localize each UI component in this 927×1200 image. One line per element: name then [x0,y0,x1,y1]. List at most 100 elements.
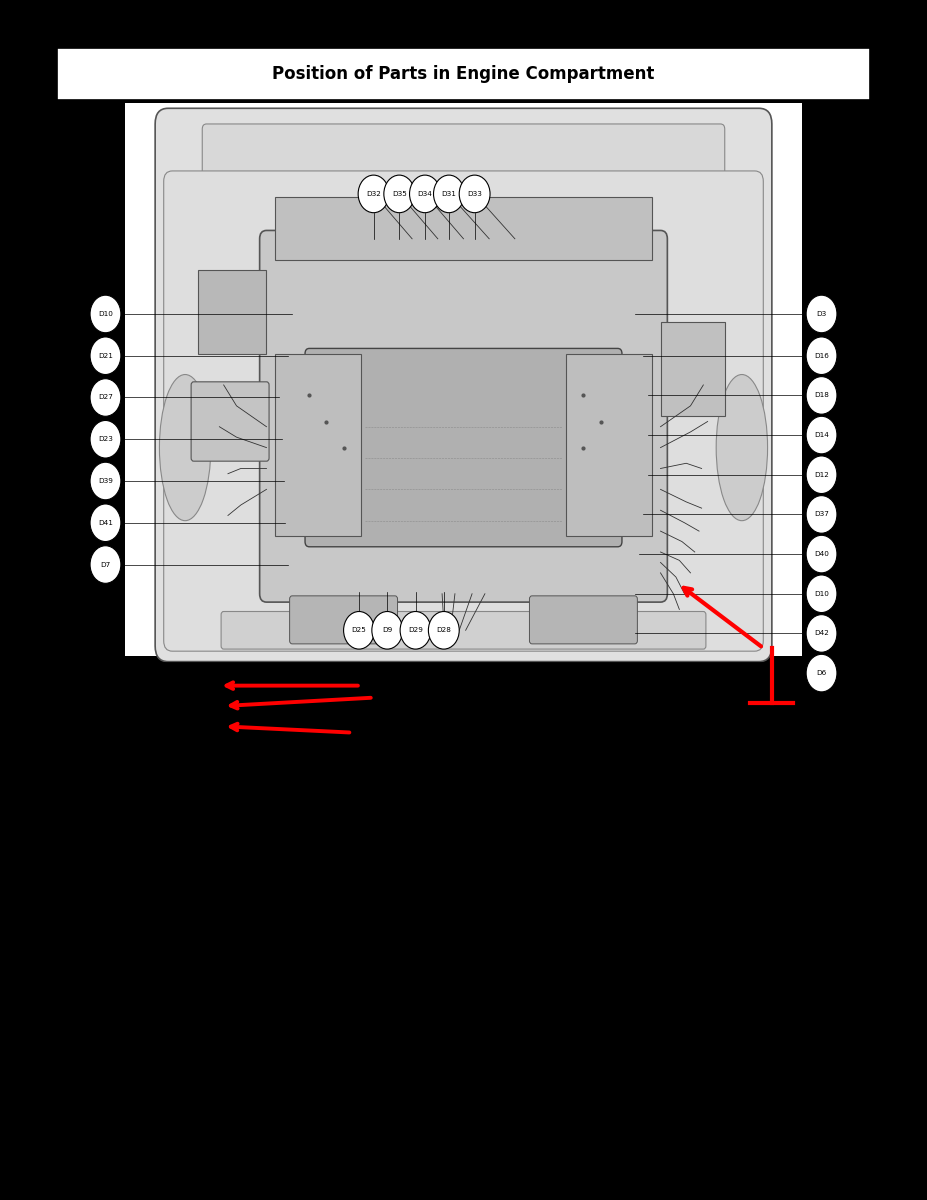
Text: D39: D39 [98,478,113,484]
Text: D42: D42 [814,630,829,636]
Text: Ignition Coil (No.5): Ignition Coil (No.5) [120,803,212,812]
Circle shape [806,456,837,493]
Text: D32: D32 [476,762,497,772]
Ellipse shape [159,374,210,521]
Text: Purge VSV: Purge VSV [524,721,576,731]
Text: D31: D31 [476,742,497,751]
Circle shape [434,175,464,212]
FancyBboxPatch shape [155,108,772,661]
Text: D34: D34 [476,803,497,812]
Bar [275,354,361,536]
Text: D27: D27 [476,680,497,691]
Text: D10: D10 [98,311,113,317]
Circle shape [384,175,414,212]
Text: Camshaft Timing Oil Control Valve (Bank 1): Camshaft Timing Oil Control Valve (Bank … [524,925,740,935]
Circle shape [806,416,837,454]
Text: Position of Parts in Engine Compartment: Position of Parts in Engine Compartment [273,65,654,83]
FancyBboxPatch shape [260,230,667,602]
Text: Air Fuel Ratio Sensor (Bank 1 Sensor 1): Air Fuel Ratio Sensor (Bank 1 Sensor 1) [524,782,719,792]
FancyBboxPatch shape [164,170,763,652]
Text: D10: D10 [814,590,829,596]
Text: D14: D14 [814,432,829,438]
Text: Ignition Coil (No.3): Ignition Coil (No.3) [120,782,212,792]
Text: D31: D31 [441,191,456,197]
Ellipse shape [717,374,768,521]
Text: Ignition Coil (No.6): Ignition Coil (No.6) [120,884,212,894]
Text: D  6: D 6 [61,701,83,710]
Circle shape [90,295,121,332]
Text: D12: D12 [814,472,829,478]
Text: D23: D23 [61,905,82,914]
Text: D32: D32 [366,191,381,197]
Text: D29: D29 [476,721,497,731]
Text: D19: D19 [61,864,82,874]
Text: Air Fuel Ratio Sensor (Bank 2 Sensor 1): Air Fuel Ratio Sensor (Bank 2 Sensor 1) [524,803,719,812]
Text: Throttle Position Sensor: Throttle Position Sensor [120,742,237,751]
Circle shape [372,612,402,649]
Text: D  3: D 3 [61,680,83,691]
FancyBboxPatch shape [305,348,622,547]
Text: Heated Oxygen Sensor (Bank 1 Sensor 2): Heated Oxygen Sensor (Bank 1 Sensor 2) [524,742,730,751]
Circle shape [90,420,121,458]
Text: Noise Filter (Ignition Bank 2): Noise Filter (Ignition Bank 2) [524,680,666,691]
Text: D35: D35 [392,191,407,197]
Circle shape [806,535,837,572]
Text: D42: D42 [476,925,497,935]
Circle shape [90,504,121,541]
Circle shape [358,175,389,212]
Text: Noise Filter (Ignition Bank 1): Noise Filter (Ignition Bank 1) [120,844,261,853]
Text: D14: D14 [61,803,82,812]
Text: Mass Air Flow Meter: Mass Air Flow Meter [120,721,234,731]
Circle shape [410,175,440,212]
Text: D39: D39 [476,864,497,874]
Bar [566,354,652,536]
Bar [57,48,870,100]
Text: D21: D21 [98,353,113,359]
Circle shape [806,654,837,692]
Bar [661,323,725,416]
Text: D34: D34 [417,191,432,197]
Circle shape [806,575,837,612]
Circle shape [806,614,837,653]
Text: D7: D7 [100,562,110,568]
Text: D29: D29 [408,628,423,634]
Text: VVT Sensor (Bank 2 Exhaust Side): VVT Sensor (Bank 2 Exhaust Side) [524,905,694,914]
Circle shape [90,379,121,416]
Text: Ignition Coil (No.7): Ignition Coil (No.7) [120,823,212,833]
Text: Heated Oxygen Sensor (Bank 2 Sensor 2): Heated Oxygen Sensor (Bank 2 Sensor 2) [524,762,730,772]
Text: Engine Coolant Temperature Sensor: Engine Coolant Temperature Sensor [524,701,703,710]
Text: D33: D33 [467,191,482,197]
Text: D21: D21 [61,884,82,894]
Text: Ignition Coil (No.4): Ignition Coil (No.4) [120,905,212,914]
Text: D28: D28 [476,701,497,710]
Text: Ignition Coil (No.8): Ignition Coil (No.8) [120,864,212,874]
Circle shape [806,496,837,533]
Text: D40: D40 [476,884,497,894]
Circle shape [344,612,375,649]
Circle shape [400,612,431,649]
Text: D35: D35 [476,823,497,833]
Text: D12: D12 [61,782,82,792]
Circle shape [428,612,459,649]
Text: D23: D23 [98,437,113,443]
Text: D9: D9 [382,628,392,634]
Bar [125,103,802,656]
Text: D33: D33 [476,782,497,792]
Text: D41: D41 [98,520,113,526]
Text: D25: D25 [61,925,82,935]
Text: VVT Sensor (Bank 2 Intake Side): VVT Sensor (Bank 2 Intake Side) [524,864,684,874]
Text: D16: D16 [61,823,82,833]
Text: Ignition Coil (No.2): Ignition Coil (No.2) [120,925,212,935]
Text: Camshaft Position Sensor: Camshaft Position Sensor [120,701,264,710]
Text: D16: D16 [814,353,829,359]
Text: D  7: D 7 [61,721,83,731]
Text: D41: D41 [476,905,497,914]
Text: Ignition Coil (No.1): Ignition Coil (No.1) [120,762,212,772]
FancyBboxPatch shape [202,124,725,192]
Bar [198,270,266,354]
Circle shape [806,377,837,414]
FancyBboxPatch shape [529,596,638,644]
Text: D6: D6 [817,670,827,676]
FancyBboxPatch shape [289,596,398,644]
Text: D40: D40 [814,551,829,557]
